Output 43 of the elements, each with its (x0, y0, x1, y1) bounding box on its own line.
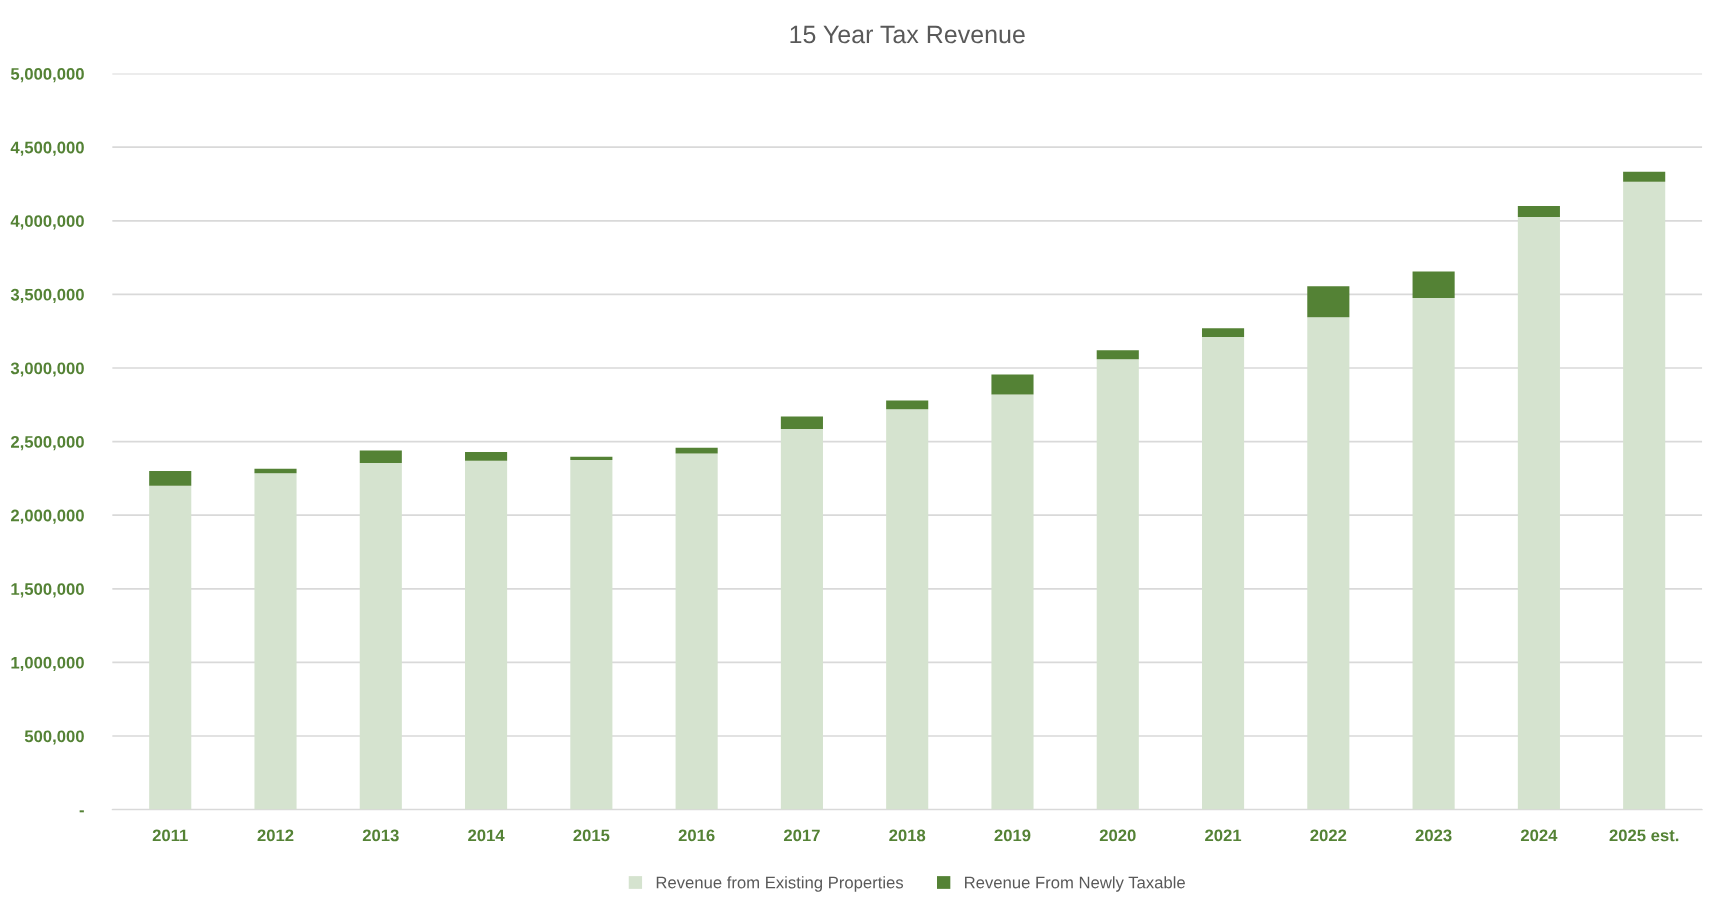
x-tick-label: 2019 (994, 829, 1031, 842)
x-tick-label: 2015 (573, 829, 610, 842)
bar (1412, 271, 1455, 299)
x-tick-label: 2023 (1415, 829, 1452, 842)
x-tick-label: 2021 (1205, 829, 1242, 842)
x-tick-label: 2025 est. (1609, 829, 1679, 842)
x-tick-label: 2024 (1520, 829, 1558, 842)
x-tick-label: 2012 (257, 829, 294, 842)
bar (149, 471, 192, 486)
x-tick-label: 2017 (783, 829, 820, 842)
y-tick-label: 2,000,000 (10, 509, 84, 524)
y-tick-label: 3,500,000 (10, 288, 84, 304)
x-tick-label: 2011 (152, 829, 188, 842)
x-tick-label: 2022 (1310, 829, 1347, 842)
bar (465, 451, 508, 461)
bar (1201, 328, 1245, 338)
bar (1096, 350, 1139, 360)
bar (1623, 171, 1666, 182)
y-tick-label: 3,000,000 (10, 362, 84, 377)
y-tick-label: 2,500,000 (10, 436, 84, 451)
y-tick-label: 4,000,000 (10, 215, 84, 230)
legend-label: Revenue From Newly Taxable (965, 876, 1185, 892)
bar (254, 468, 297, 474)
bar (1307, 286, 1350, 318)
x-tick-label: 2018 (889, 829, 926, 842)
y-tick-label: 1,500,000 (11, 583, 84, 598)
legend-label: Revenue from Existing Properties (656, 876, 904, 892)
bar (570, 456, 613, 460)
y-tick-label: - (79, 810, 84, 813)
bar (359, 450, 402, 463)
x-tick-label: 2020 (1099, 829, 1136, 842)
bar (991, 374, 1034, 395)
bar (886, 400, 929, 410)
y-tick-label: 5,000,000 (10, 68, 84, 83)
bar (1517, 206, 1560, 218)
bar (780, 416, 823, 430)
x-tick-label: 2013 (362, 829, 399, 842)
x-tick-label: 2014 (468, 829, 505, 842)
y-tick-label: 500,000 (24, 730, 84, 745)
chart-title: 15 Year Tax Revenue (790, 25, 1025, 44)
y-tick-label: 1,000,000 (11, 656, 84, 672)
x-tick-label: 2016 (678, 829, 715, 842)
y-tick-label: 4,500,000 (10, 141, 84, 156)
